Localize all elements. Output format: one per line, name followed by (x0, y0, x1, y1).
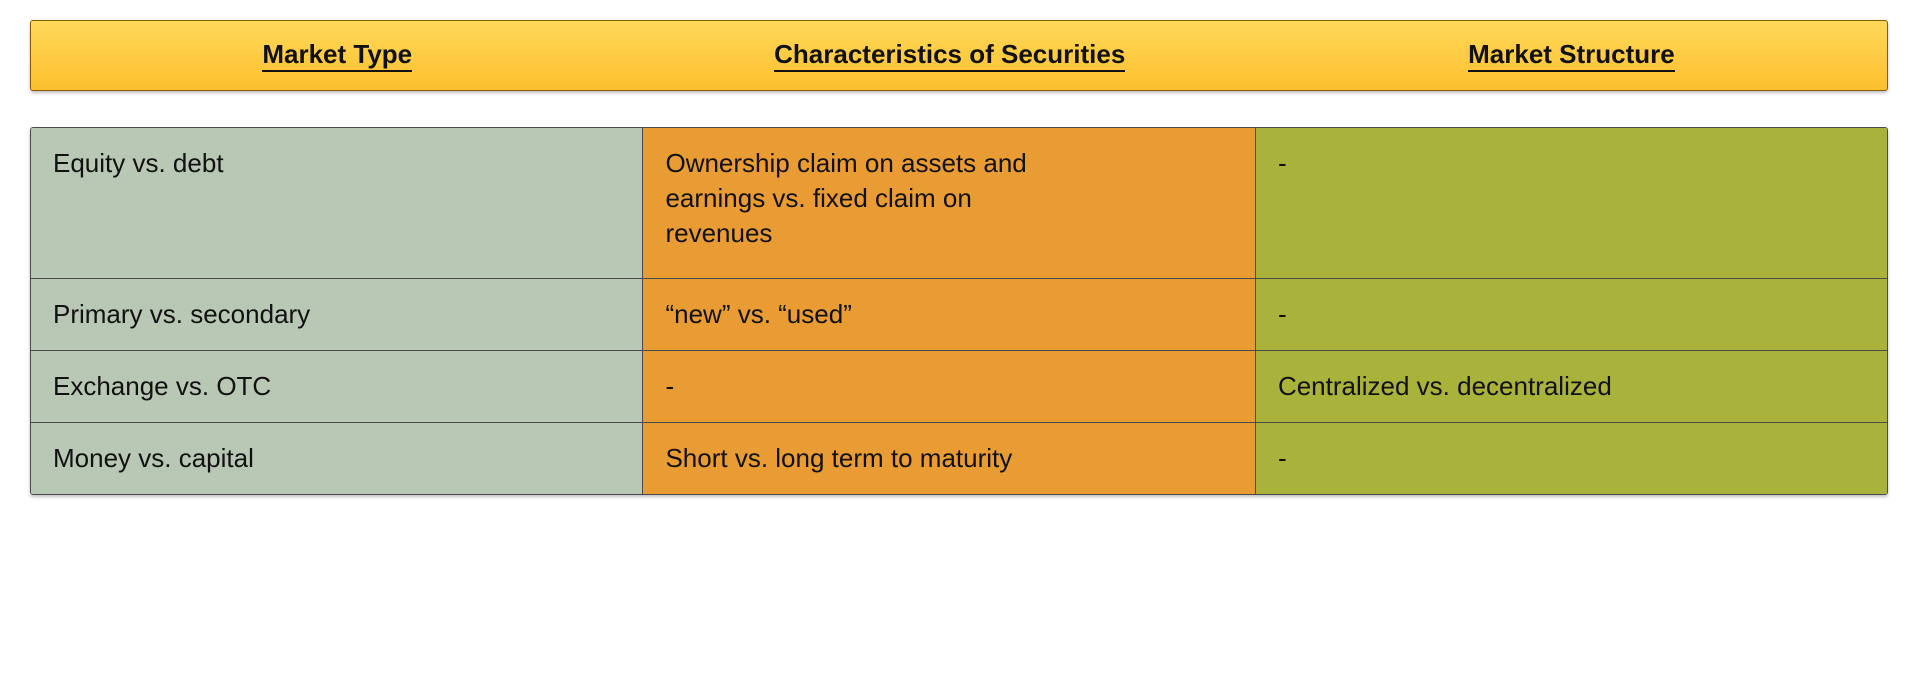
table-row: Money vs. capital Short vs. long term to… (31, 423, 1887, 494)
cell-characteristics: - (643, 351, 1255, 422)
cell-characteristics: “new” vs. “used” (643, 279, 1255, 350)
table-row: Primary vs. secondary “new” vs. “used” - (31, 279, 1887, 351)
col-header-label: Market Type (262, 39, 412, 72)
cell-text: Exchange vs. OTC (53, 371, 271, 401)
cell-market-type: Primary vs. secondary (31, 279, 643, 350)
cell-text: - (665, 371, 674, 401)
cell-characteristics: Short vs. long term to maturity (643, 423, 1255, 494)
cell-text: Ownership claim on assets and earnings v… (665, 146, 1045, 251)
col-header-label: Market Structure (1468, 39, 1675, 72)
cell-text: - (1278, 148, 1287, 178)
market-types-table: Market Type Characteristics of Securitie… (30, 20, 1888, 495)
col-header-label: Characteristics of Securities (774, 39, 1125, 72)
col-header-market-structure: Market Structure (1256, 21, 1887, 90)
cell-text: Short vs. long term to maturity (665, 443, 1012, 473)
col-header-market-type: Market Type (31, 21, 643, 90)
cell-text: - (1278, 299, 1287, 329)
cell-market-type: Equity vs. debt (31, 128, 643, 278)
cell-market-structure: - (1256, 128, 1887, 278)
cell-market-structure: - (1256, 423, 1887, 494)
cell-market-type: Exchange vs. OTC (31, 351, 643, 422)
header-body-gap (30, 91, 1888, 127)
cell-characteristics: Ownership claim on assets and earnings v… (643, 128, 1255, 278)
cell-market-structure: - (1256, 279, 1887, 350)
col-header-characteristics: Characteristics of Securities (643, 21, 1255, 90)
cell-text: Money vs. capital (53, 443, 254, 473)
table-row: Equity vs. debt Ownership claim on asset… (31, 128, 1887, 279)
table-row: Exchange vs. OTC - Centralized vs. decen… (31, 351, 1887, 423)
cell-market-structure: Centralized vs. decentralized (1256, 351, 1887, 422)
table-body: Equity vs. debt Ownership claim on asset… (30, 127, 1888, 495)
cell-text: “new” vs. “used” (665, 299, 851, 329)
cell-market-type: Money vs. capital (31, 423, 643, 494)
cell-text: - (1278, 443, 1287, 473)
table-header: Market Type Characteristics of Securitie… (30, 20, 1888, 91)
cell-text: Equity vs. debt (53, 148, 224, 178)
cell-text: Primary vs. secondary (53, 299, 310, 329)
cell-text: Centralized vs. decentralized (1278, 371, 1612, 401)
